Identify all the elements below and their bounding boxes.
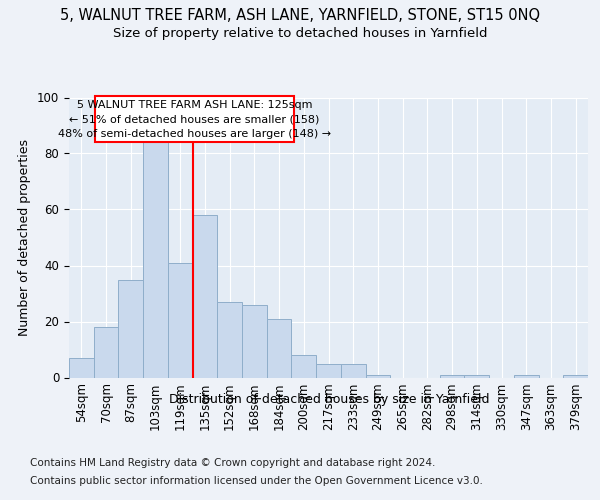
Text: Distribution of detached houses by size in Yarnfield: Distribution of detached houses by size … bbox=[169, 392, 489, 406]
Text: 5, WALNUT TREE FARM, ASH LANE, YARNFIELD, STONE, ST15 0NQ: 5, WALNUT TREE FARM, ASH LANE, YARNFIELD… bbox=[60, 8, 540, 22]
Bar bbox=[341, 364, 365, 378]
Bar bbox=[316, 364, 341, 378]
FancyBboxPatch shape bbox=[95, 96, 294, 142]
Bar bbox=[365, 374, 390, 378]
Text: Contains public sector information licensed under the Open Government Licence v3: Contains public sector information licen… bbox=[30, 476, 483, 486]
Bar bbox=[118, 280, 143, 378]
Bar bbox=[563, 374, 588, 378]
Bar bbox=[242, 304, 267, 378]
Text: ← 51% of detached houses are smaller (158): ← 51% of detached houses are smaller (15… bbox=[69, 114, 320, 124]
Bar bbox=[514, 374, 539, 378]
Bar bbox=[292, 355, 316, 378]
Bar bbox=[217, 302, 242, 378]
Text: Size of property relative to detached houses in Yarnfield: Size of property relative to detached ho… bbox=[113, 28, 487, 40]
Bar bbox=[94, 327, 118, 378]
Text: 48% of semi-detached houses are larger (148) →: 48% of semi-detached houses are larger (… bbox=[58, 129, 331, 139]
Text: Contains HM Land Registry data © Crown copyright and database right 2024.: Contains HM Land Registry data © Crown c… bbox=[30, 458, 436, 468]
Bar bbox=[143, 142, 168, 378]
Text: 5 WALNUT TREE FARM ASH LANE: 125sqm: 5 WALNUT TREE FARM ASH LANE: 125sqm bbox=[77, 100, 312, 110]
Bar bbox=[168, 262, 193, 378]
Bar bbox=[69, 358, 94, 378]
Y-axis label: Number of detached properties: Number of detached properties bbox=[19, 139, 31, 336]
Bar bbox=[440, 374, 464, 378]
Bar bbox=[193, 215, 217, 378]
Bar bbox=[464, 374, 489, 378]
Bar bbox=[267, 318, 292, 378]
